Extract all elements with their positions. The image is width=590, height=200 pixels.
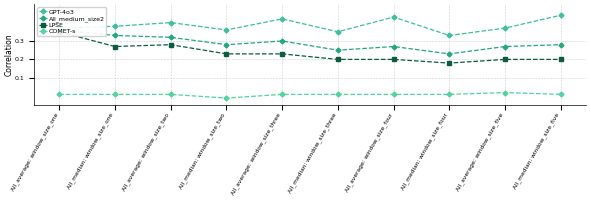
Line: All_medium_size2: All_medium_size2 (57, 28, 562, 56)
COMET-s (278, 93, 286, 96)
COMET-s (223, 97, 230, 99)
GPT-4o3 (446, 34, 453, 37)
GPT-4o3 (335, 31, 342, 33)
All_medium_size2 (223, 43, 230, 46)
LPSE (223, 53, 230, 55)
COMET-s (55, 93, 63, 96)
LPSE (335, 58, 342, 61)
COMET-s (167, 93, 174, 96)
All_medium_size2 (446, 53, 453, 55)
COMET-s (502, 91, 509, 94)
LPSE (278, 53, 286, 55)
GPT-4o3 (223, 29, 230, 31)
LPSE (55, 31, 63, 33)
LPSE (390, 58, 397, 61)
Legend: GPT-4o3, All_medium_size2, LPSE, COMET-s: GPT-4o3, All_medium_size2, LPSE, COMET-s (37, 7, 106, 36)
All_medium_size2 (335, 49, 342, 51)
LPSE (167, 43, 174, 46)
GPT-4o3 (390, 16, 397, 18)
All_medium_size2 (55, 29, 63, 31)
COMET-s (557, 93, 564, 96)
GPT-4o3 (502, 27, 509, 29)
LPSE (446, 62, 453, 64)
GPT-4o3 (112, 25, 119, 27)
Line: COMET-s: COMET-s (57, 91, 562, 100)
GPT-4o3 (278, 18, 286, 20)
GPT-4o3 (55, 27, 63, 29)
LPSE (557, 58, 564, 61)
All_medium_size2 (112, 34, 119, 37)
All_medium_size2 (557, 43, 564, 46)
GPT-4o3 (557, 14, 564, 16)
COMET-s (390, 93, 397, 96)
COMET-s (335, 93, 342, 96)
All_medium_size2 (278, 40, 286, 42)
All_medium_size2 (390, 45, 397, 48)
COMET-s (112, 93, 119, 96)
All_medium_size2 (167, 36, 174, 39)
Y-axis label: Correlation: Correlation (4, 33, 13, 76)
Line: LPSE: LPSE (57, 30, 562, 65)
All_medium_size2 (502, 45, 509, 48)
LPSE (112, 45, 119, 48)
LPSE (502, 58, 509, 61)
Line: GPT-4o3: GPT-4o3 (57, 13, 562, 37)
COMET-s (446, 93, 453, 96)
GPT-4o3 (167, 21, 174, 24)
